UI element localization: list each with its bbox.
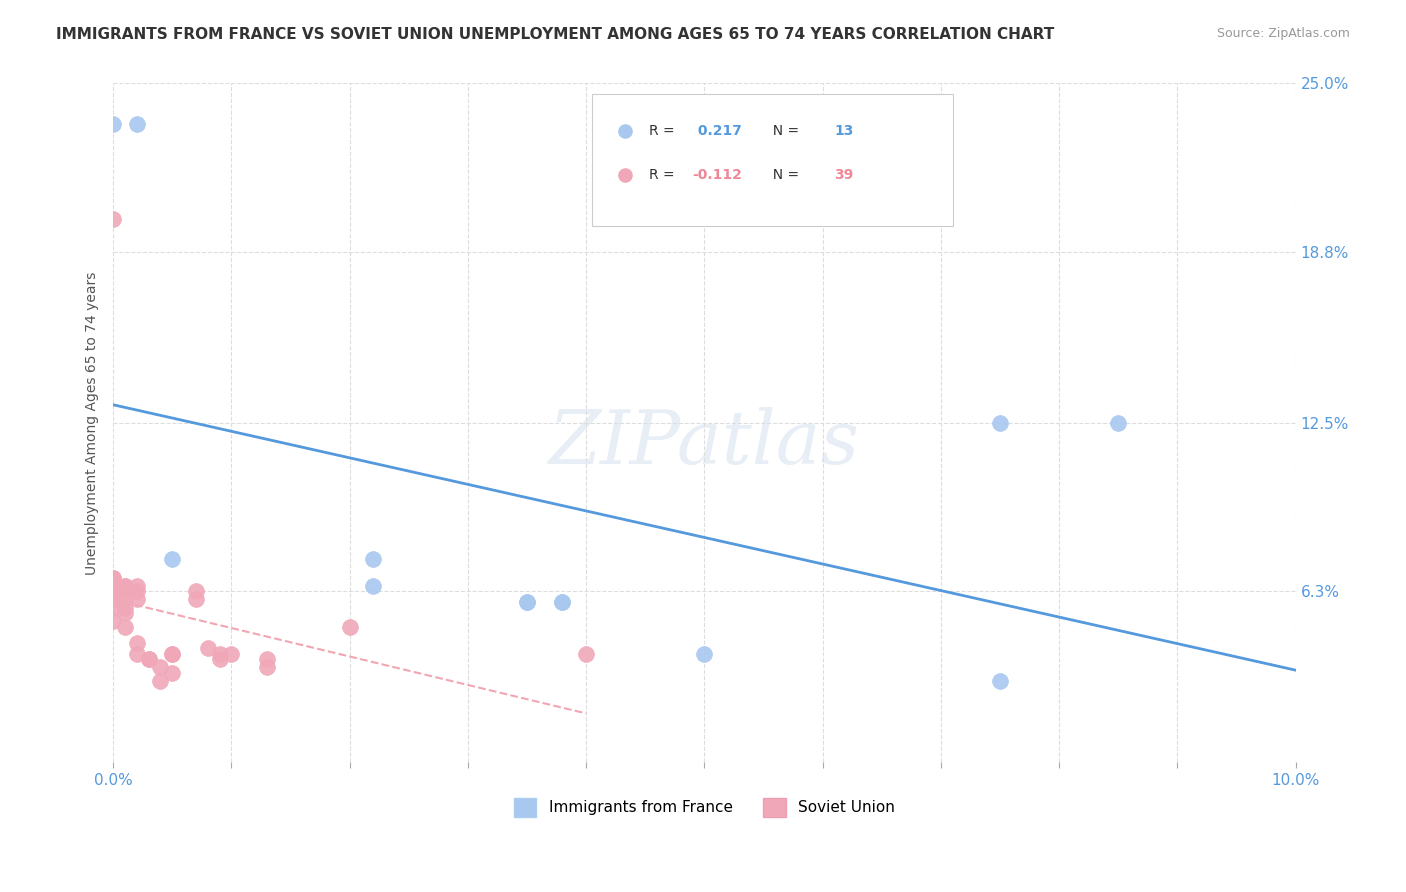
Point xyxy=(114,579,136,593)
Point xyxy=(103,117,125,131)
Point xyxy=(103,571,125,585)
Point xyxy=(114,579,136,593)
Point xyxy=(103,584,125,599)
Point xyxy=(114,620,136,634)
Point xyxy=(988,673,1011,688)
Point xyxy=(221,647,243,661)
Point xyxy=(162,665,184,680)
Point xyxy=(125,579,148,593)
Point xyxy=(103,579,125,593)
Text: N =: N = xyxy=(763,124,803,138)
Point xyxy=(363,551,385,566)
Text: IMMIGRANTS FROM FRANCE VS SOVIET UNION UNEMPLOYMENT AMONG AGES 65 TO 74 YEARS CO: IMMIGRANTS FROM FRANCE VS SOVIET UNION U… xyxy=(56,27,1054,42)
Y-axis label: Unemployment Among Ages 65 to 74 years: Unemployment Among Ages 65 to 74 years xyxy=(86,271,100,574)
Text: 39: 39 xyxy=(834,168,853,182)
Point xyxy=(516,595,538,609)
Point xyxy=(114,600,136,615)
Point xyxy=(693,647,716,661)
Text: R =: R = xyxy=(648,124,679,138)
Point xyxy=(256,660,278,674)
Point xyxy=(114,606,136,620)
Point xyxy=(114,592,136,607)
Legend: Immigrants from France, Soviet Union: Immigrants from France, Soviet Union xyxy=(508,792,901,822)
Point xyxy=(516,595,538,609)
Point xyxy=(988,416,1011,430)
Point xyxy=(125,592,148,607)
Point xyxy=(339,620,361,634)
Point xyxy=(103,571,125,585)
Point xyxy=(149,660,172,674)
Text: -0.112: -0.112 xyxy=(693,168,742,182)
Point xyxy=(162,551,184,566)
Text: 13: 13 xyxy=(834,124,853,138)
Point xyxy=(103,212,125,227)
Point xyxy=(208,647,231,661)
Point xyxy=(103,600,125,615)
Point xyxy=(162,647,184,661)
Point xyxy=(1107,416,1129,430)
Point xyxy=(103,584,125,599)
Point xyxy=(103,592,125,607)
Text: N =: N = xyxy=(763,168,803,182)
Text: Source: ZipAtlas.com: Source: ZipAtlas.com xyxy=(1216,27,1350,40)
Point xyxy=(208,652,231,666)
Point xyxy=(197,641,219,656)
Point xyxy=(138,652,160,666)
Point xyxy=(551,595,574,609)
Text: 0.217: 0.217 xyxy=(693,124,741,138)
Point xyxy=(125,636,148,650)
Point xyxy=(103,614,125,628)
Point xyxy=(363,579,385,593)
Point xyxy=(162,647,184,661)
Point xyxy=(184,584,207,599)
FancyBboxPatch shape xyxy=(592,94,953,226)
Point xyxy=(114,584,136,599)
Point xyxy=(149,673,172,688)
Text: R =: R = xyxy=(648,168,679,182)
Point xyxy=(125,647,148,661)
Point xyxy=(125,117,148,131)
Point xyxy=(184,592,207,607)
Point xyxy=(125,584,148,599)
Point xyxy=(551,595,574,609)
Point xyxy=(256,652,278,666)
Point xyxy=(138,652,160,666)
Text: ZIPatlas: ZIPatlas xyxy=(548,407,860,480)
Point xyxy=(103,579,125,593)
Point xyxy=(575,647,598,661)
